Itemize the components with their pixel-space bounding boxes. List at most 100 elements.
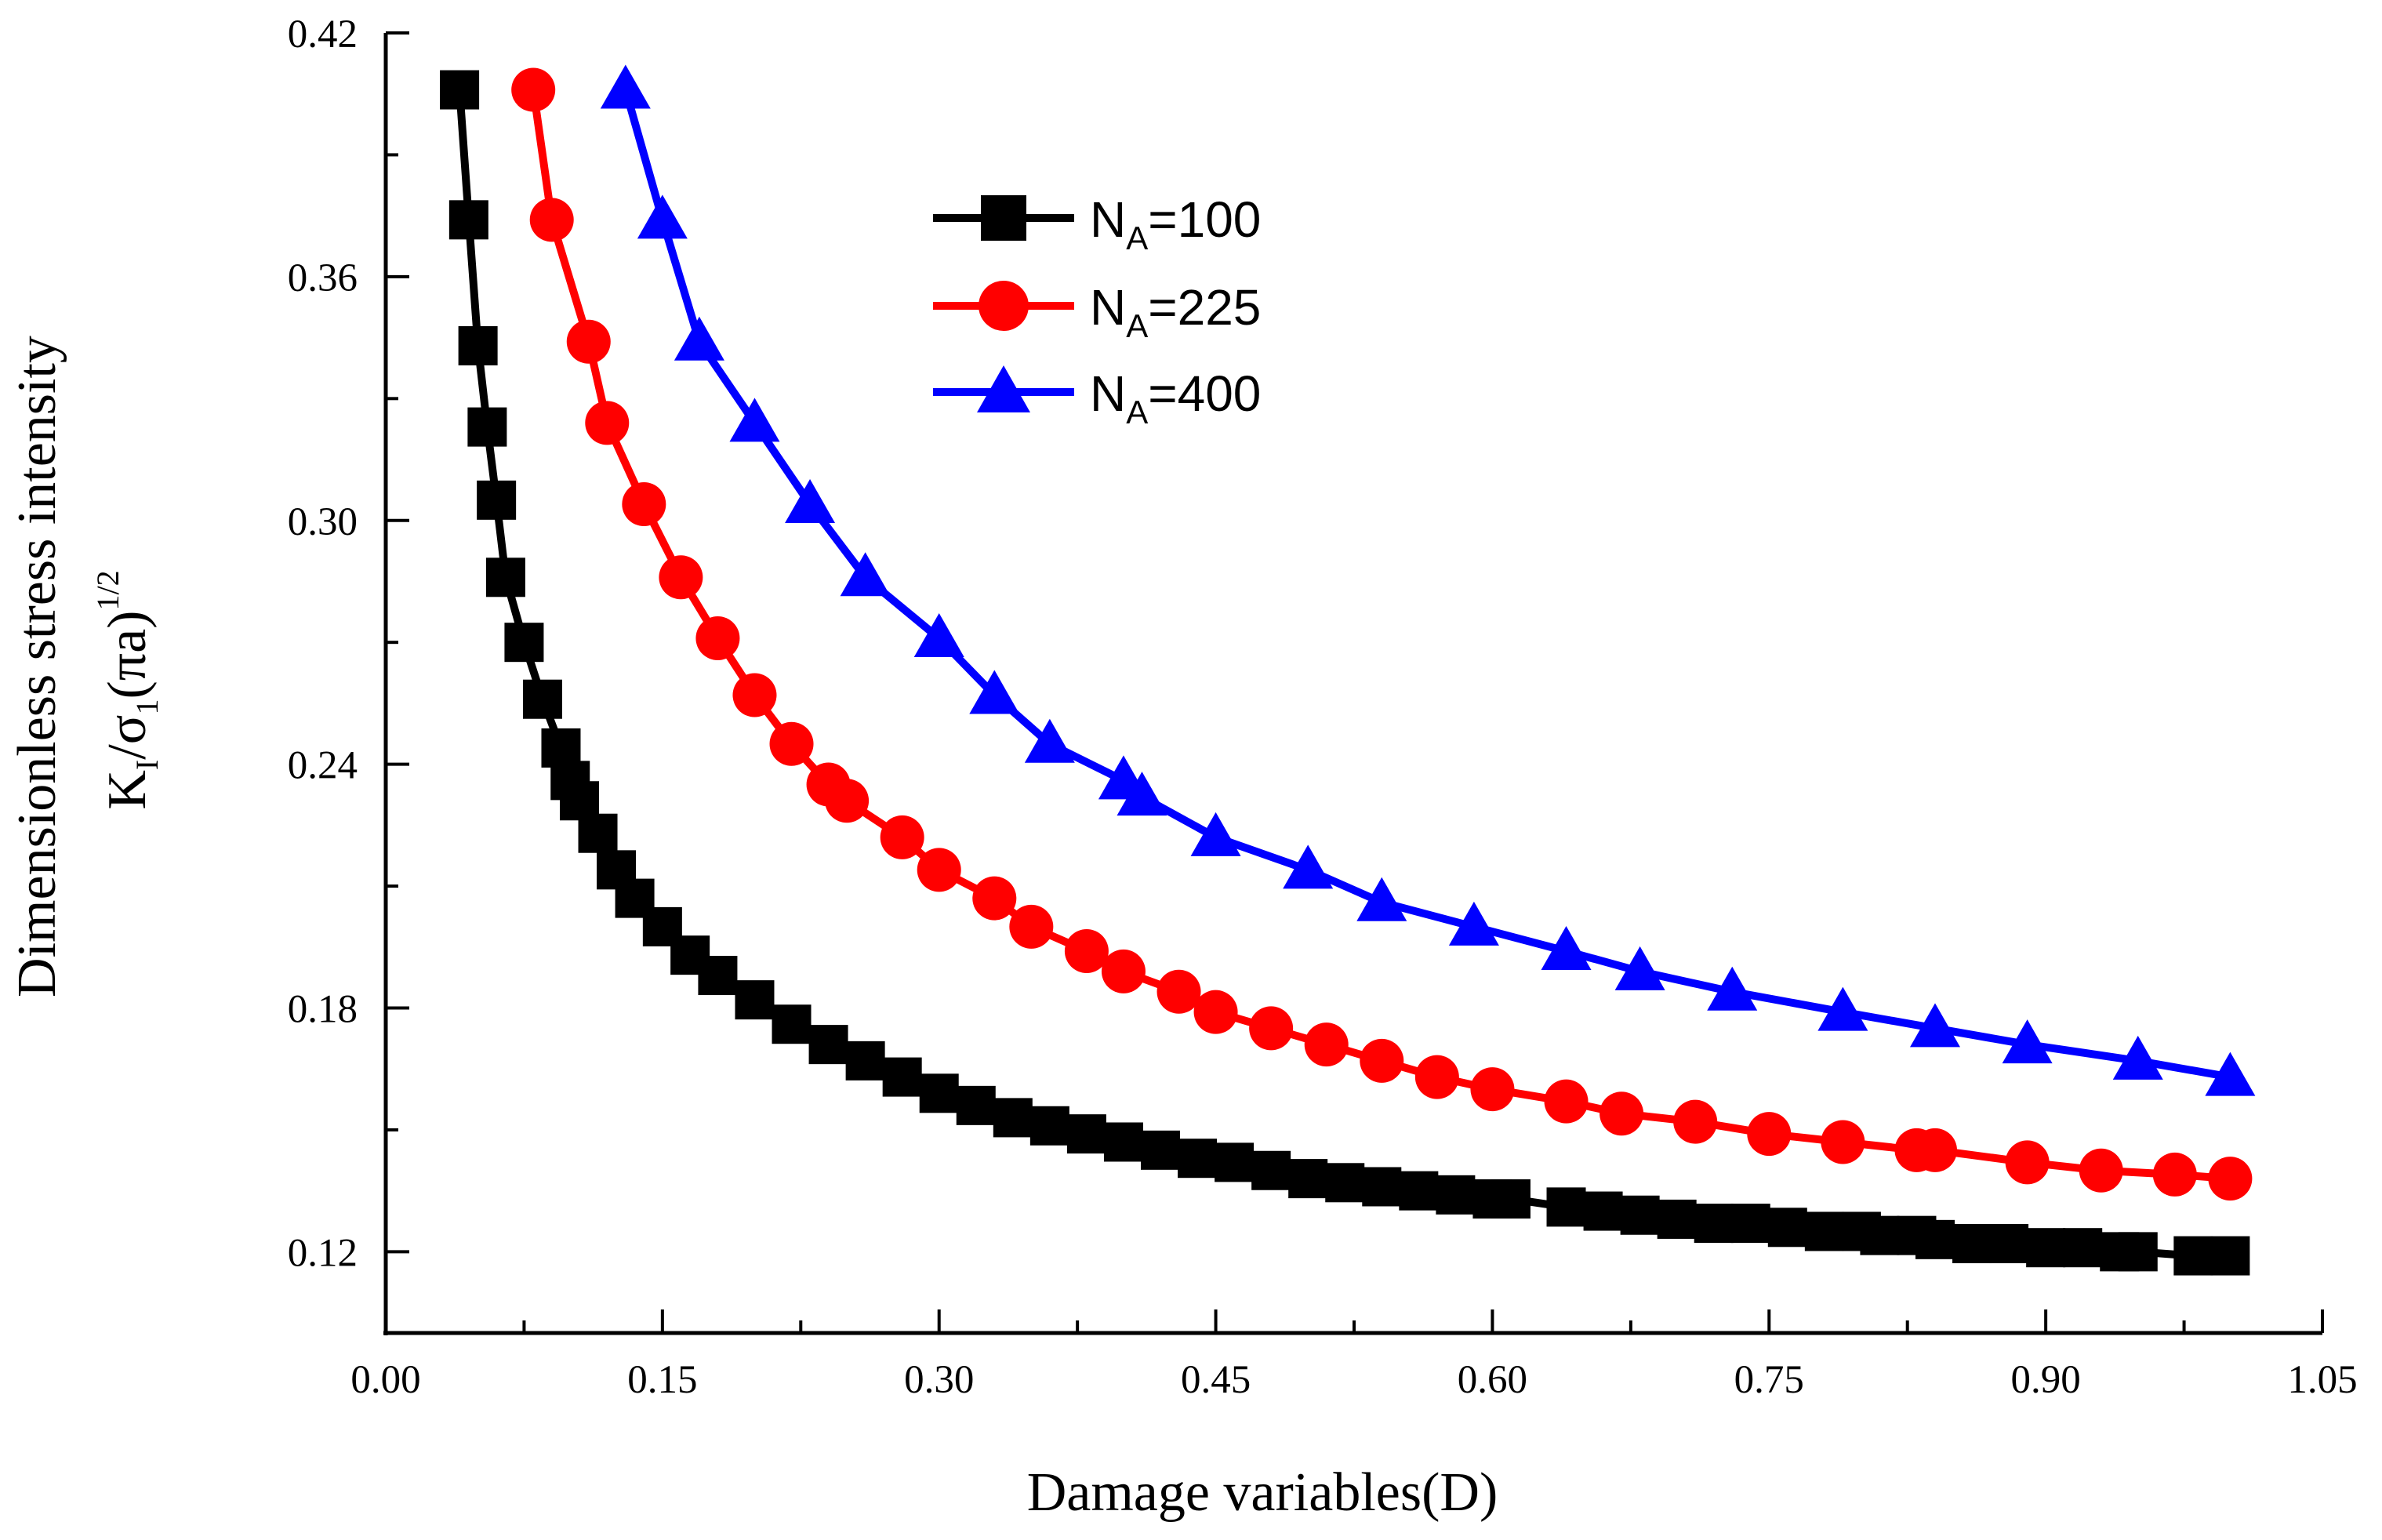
data-point-square — [1251, 1150, 1291, 1190]
data-point-square — [1178, 1139, 1218, 1179]
data-point-square — [1730, 1204, 1770, 1244]
data-point-triangle — [1541, 925, 1592, 970]
legend-item-na400: NA=400 — [933, 365, 1261, 430]
formula-paren: (πa) — [97, 611, 158, 699]
data-point-square — [2118, 1232, 2158, 1272]
x-tick-label: 0.30 — [904, 1358, 974, 1402]
legend: N A =100 NA=225 NA=400 — [933, 191, 1261, 430]
data-point-circle — [1913, 1128, 1957, 1172]
data-point-square — [1491, 1179, 1531, 1219]
legend-label-na225: NA=225 — [1090, 279, 1261, 344]
x-axis-title: Damage variables(D) — [1027, 1462, 1498, 1523]
data-point-circle — [1414, 1055, 1459, 1099]
data-point-triangle — [1283, 844, 1334, 889]
data-point-circle — [2152, 1152, 2197, 1197]
data-point-square — [956, 1085, 996, 1125]
data-point-square — [1141, 1130, 1180, 1170]
y-tick-label: 0.18 — [288, 988, 358, 1032]
data-point-square — [1952, 1224, 1992, 1264]
data-point-circle — [695, 616, 740, 661]
data-point-square — [1325, 1163, 1365, 1203]
data-point-triangle — [2002, 1019, 2053, 1064]
ticks: 0.00 0.15 0.30 0.45 0.60 0.75 0.90 1.05 0.12 0.18… — [288, 13, 2358, 1402]
data-point-circle — [566, 319, 611, 364]
data-point-square — [467, 407, 507, 447]
data-point-square — [1399, 1171, 1439, 1211]
data-point-triangle — [1817, 986, 1868, 1031]
data-point-circle — [2208, 1157, 2253, 1201]
data-point-square — [698, 956, 738, 996]
x-tick-label: 0.45 — [1181, 1358, 1251, 1402]
data-point-triangle — [785, 479, 836, 524]
data-point-triangle — [674, 316, 724, 361]
data-point-triangle — [1024, 718, 1075, 763]
data-point-triangle — [2112, 1035, 2163, 1080]
data-point-square — [1804, 1211, 1844, 1251]
data-point-triangle — [913, 613, 964, 658]
formula-k-sub: I — [129, 760, 165, 770]
data-point-triangle — [729, 398, 780, 442]
data-point-square — [1362, 1167, 1402, 1207]
data-point-circle — [659, 555, 703, 600]
data-point-triangle — [1117, 772, 1167, 816]
data-point-circle — [1599, 1091, 1644, 1136]
data-point-triangle — [1707, 966, 1758, 1011]
y-tick-label: 0.36 — [288, 256, 358, 300]
data-point-square — [845, 1041, 885, 1081]
data-point-circle — [1747, 1112, 1792, 1157]
data-point-square — [1103, 1122, 1143, 1162]
x-tick-label: 0.00 — [350, 1358, 420, 1402]
legend-label-na400: NA=400 — [1090, 365, 1261, 430]
x-tick-label: 0.60 — [1458, 1358, 1527, 1402]
data-point-square — [1215, 1142, 1255, 1182]
y-tick-label: 0.24 — [288, 744, 358, 788]
y-tick-label: 0.30 — [288, 500, 358, 544]
legend-label-sub: A — [1126, 307, 1148, 344]
data-point-circle — [1470, 1067, 1515, 1112]
data-point-triangle — [840, 552, 891, 597]
data-point-square — [578, 813, 618, 853]
y-axis-title: Dimensionless stress intensity — [7, 336, 67, 997]
y-tick-label: 0.42 — [288, 13, 358, 56]
data-point-square — [772, 1004, 812, 1044]
formula-k: K — [97, 770, 158, 810]
x-tick-label: 0.75 — [1734, 1358, 1804, 1402]
data-point-triangle — [1614, 946, 1665, 990]
y-tick-label: 0.12 — [288, 1231, 358, 1275]
data-point-square — [1546, 1187, 1586, 1227]
data-point-circle — [732, 673, 777, 717]
data-point-circle — [1157, 969, 1201, 1014]
data-point-circle — [1304, 1022, 1349, 1067]
data-point-triangle — [2205, 1051, 2256, 1096]
data-point-square — [1288, 1159, 1328, 1199]
data-point-triangle — [637, 194, 688, 239]
series — [440, 64, 2256, 1276]
data-point-square — [882, 1057, 922, 1097]
data-point-circle — [511, 67, 556, 112]
data-point-square — [1694, 1204, 1734, 1244]
data-point-square — [1915, 1219, 1955, 1259]
data-point-square — [504, 623, 544, 663]
data-point-circle — [2005, 1140, 2050, 1185]
legend-label-value: =400 — [1148, 365, 1261, 422]
data-point-circle — [1009, 904, 1054, 949]
x-tick-label: 0.15 — [627, 1358, 697, 1402]
data-point-circle — [1101, 949, 1146, 993]
data-point-circle — [880, 815, 924, 859]
legend-label-value: =225 — [1148, 279, 1261, 336]
legend-marker-square — [981, 195, 1026, 241]
data-point-square — [1657, 1199, 1697, 1239]
data-point-square — [2026, 1228, 2066, 1268]
data-point-circle — [1673, 1099, 1718, 1144]
data-point-square — [1989, 1224, 2029, 1264]
data-point-square — [1436, 1175, 1476, 1215]
data-point-square — [1767, 1208, 1807, 1248]
legend-label-main: N — [1090, 191, 1126, 248]
data-point-square — [458, 325, 498, 365]
series-triangle — [600, 64, 2256, 1096]
data-point-square — [485, 558, 525, 597]
data-point-square — [2210, 1236, 2250, 1276]
legend-label-value: =100 — [1148, 191, 1261, 248]
data-point-square — [1620, 1195, 1660, 1235]
